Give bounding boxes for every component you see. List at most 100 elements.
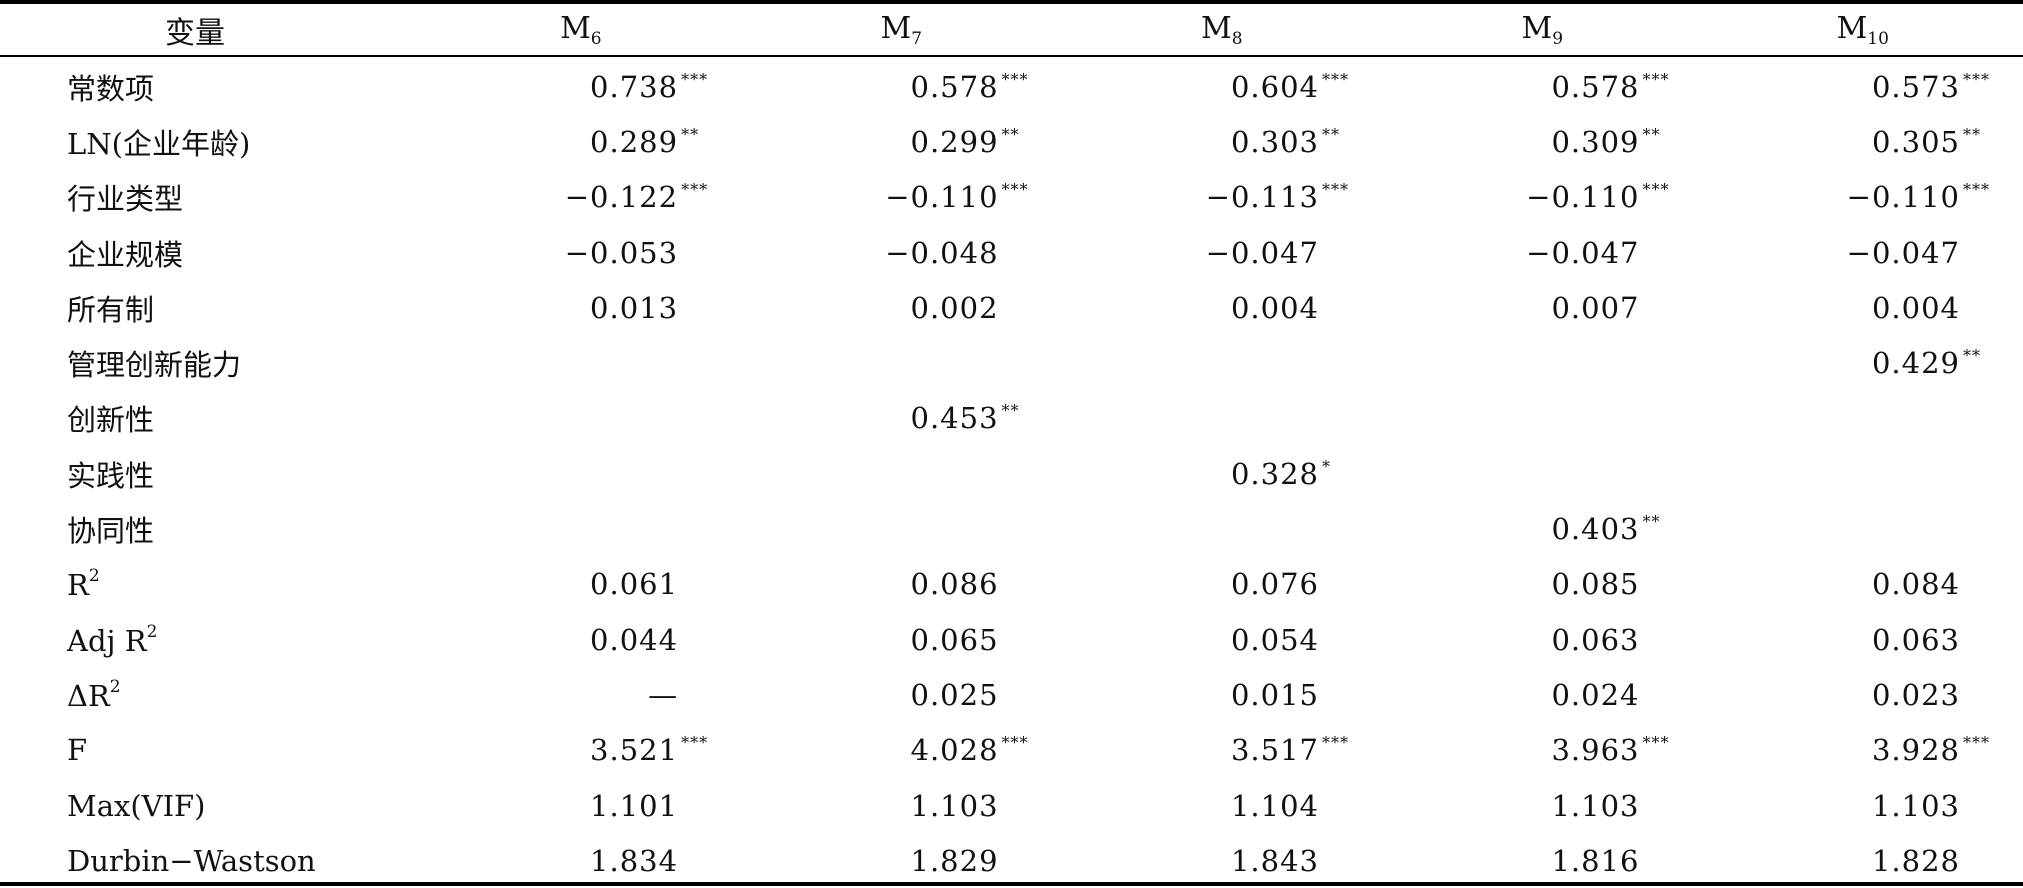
row-label-cell: LN(企业年龄) [0,114,421,169]
value-cell: 3.521 *** [421,723,741,778]
header-label: M [880,10,912,46]
value-cell: 0.024 [1382,667,1702,722]
coefficient-value: 0.085 [1551,567,1640,602]
value-cell: 0.573 *** [1702,55,2023,114]
row-label: 企业规模 [67,237,184,272]
coefficient-value: −0.110 [1846,180,1960,215]
coefficient-value: 0.015 [1230,677,1320,712]
row-label: 常数项 [67,71,155,106]
value-cell [1382,335,1702,390]
row-label: LN(企业年龄) [67,126,251,161]
value-cell [741,335,1061,390]
table-row: 企业规模 −0.053 −0.048 −0.047 −0.047 −0.047 [0,225,2023,280]
coefficient-value: −0.048 [885,235,999,270]
significance-stars: ** [1642,124,1661,144]
coefficient-value: 0.604 [1230,69,1320,104]
coefficient-value: 0.403 [1551,512,1640,547]
value-cell: 0.004 [1062,280,1382,335]
header-model-4: M9 [1382,4,1702,55]
value-cell: 3.517 *** [1062,723,1382,778]
coefficient-value: 0.004 [1871,290,1960,325]
coefficient-value: 0.453 [910,401,999,436]
row-label: 管理创新能力 [67,348,242,383]
table-body: 常数项 0.738 *** 0.578 *** 0.604 *** 0.578 *** 0.573… [0,55,2023,888]
value-cell: 0.578 *** [1382,55,1702,114]
value-cell: 1.843 [1062,833,1382,888]
significance-stars: *** [681,69,709,89]
significance-stars: *** [1001,180,1029,200]
row-label: 所有制 [67,292,155,327]
value-cell: 0.063 [1702,612,2023,667]
row-label-cell: 管理创新能力 [0,335,421,390]
row-label-cell: Adj R2 [0,612,421,667]
value-cell: 0.303 ** [1062,114,1382,169]
coefficient-value: 1.843 [1230,843,1320,878]
coefficient-value: 3.517 [1230,733,1320,768]
header-subscript: 8 [1231,28,1243,49]
table-row: LN(企业年龄) 0.289 ** 0.299 ** 0.303 ** 0.309 ** 0.30… [0,114,2023,169]
coefficient-value: 1.103 [1871,788,1960,823]
value-cell: −0.047 [1062,225,1382,280]
value-cell: 1.834 [421,833,741,888]
coefficient-value: 0.086 [910,567,999,602]
significance-stars: *** [681,180,709,200]
coefficient-value: 0.054 [1230,622,1320,657]
coefficient-value: 0.084 [1871,567,1960,602]
header-model-5: M10 [1702,4,2023,55]
header-model-1: M6 [421,4,741,55]
value-cell: 0.023 [1702,667,2023,722]
row-label-cell: ΔR2 [0,667,421,722]
coefficient-value: 0.007 [1551,290,1640,325]
significance-stars: *** [1963,69,1990,89]
value-cell: 0.085 [1382,557,1702,612]
coefficient-value: 0.023 [1871,677,1960,712]
significance-stars: * [1322,456,1332,476]
significance-stars: *** [1963,180,1990,200]
value-cell: 0.604 *** [1062,55,1382,114]
row-label-cell: F [0,723,421,778]
coefficient-value: 1.104 [1230,788,1320,823]
significance-stars: ** [1001,401,1020,421]
value-cell: −0.048 [741,225,1061,280]
coefficient-value: 0.063 [1551,622,1640,657]
coefficient-value: 0.044 [590,622,679,657]
table-row: 所有制 0.013 0.002 0.004 0.007 0.004 [0,280,2023,335]
table-row: R2 0.061 0.086 0.076 0.085 0.084 [0,557,2023,612]
table-row: 管理创新能力 0.429 ** [0,335,2023,390]
significance-stars: *** [1001,69,1029,89]
coefficient-value: −0.047 [1205,235,1320,270]
row-label-cell: 实践性 [0,446,421,501]
value-cell: 3.963 *** [1382,723,1702,778]
coefficient-value: 3.963 [1551,733,1640,768]
coefficient-value: 4.028 [910,733,999,768]
coefficient-value: 0.024 [1551,677,1640,712]
coefficient-value: 1.101 [590,788,679,823]
value-cell [1702,501,2023,556]
coefficient-value: 0.309 [1551,124,1640,159]
coefficient-value: 0.328 [1230,456,1320,491]
significance-stars: *** [1322,180,1350,200]
value-cell [421,501,741,556]
coefficient-value: 0.025 [910,677,999,712]
row-label-superscript: 2 [146,621,158,642]
value-cell: 0.063 [1382,612,1702,667]
value-cell [741,446,1061,501]
value-cell: 0.309 ** [1382,114,1702,169]
value-cell: 0.738 *** [421,55,741,114]
value-cell: 0.086 [741,557,1061,612]
coefficient-value: −0.047 [1846,235,1960,270]
row-label-cell: 创新性 [0,391,421,446]
row-label: Durbin−Wastson [67,843,316,878]
coefficient-value: 0.573 [1871,69,1960,104]
row-label: Adj R [67,623,147,658]
row-label-cell: 行业类型 [0,170,421,225]
value-cell: 0.015 [1062,667,1382,722]
row-label-cell: 常数项 [0,55,421,114]
table-row: 创新性 0.453 ** [0,391,2023,446]
coefficient-value: 0.578 [1551,69,1640,104]
value-cell: −0.113 *** [1062,170,1382,225]
table-row: Adj R2 0.044 0.065 0.054 0.063 0.063 [0,612,2023,667]
row-label: F [67,733,88,768]
value-cell [1062,501,1382,556]
coefficient-value: 0.289 [590,124,679,159]
